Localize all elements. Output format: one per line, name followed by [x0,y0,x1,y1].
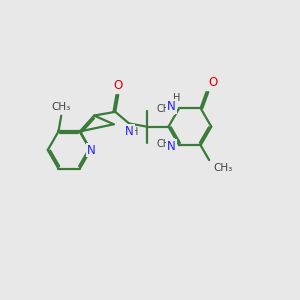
Text: CH₃: CH₃ [52,102,71,112]
Text: N: N [125,125,134,138]
Text: N: N [167,100,176,113]
Text: O: O [209,76,218,89]
Text: H: H [131,127,138,137]
Text: CH₃: CH₃ [156,104,174,114]
Text: CH₃: CH₃ [214,163,233,173]
Text: H: H [173,93,181,103]
Text: O: O [114,79,123,92]
Text: N: N [167,140,176,153]
Text: N: N [87,143,95,157]
Text: CH₃: CH₃ [156,139,174,149]
